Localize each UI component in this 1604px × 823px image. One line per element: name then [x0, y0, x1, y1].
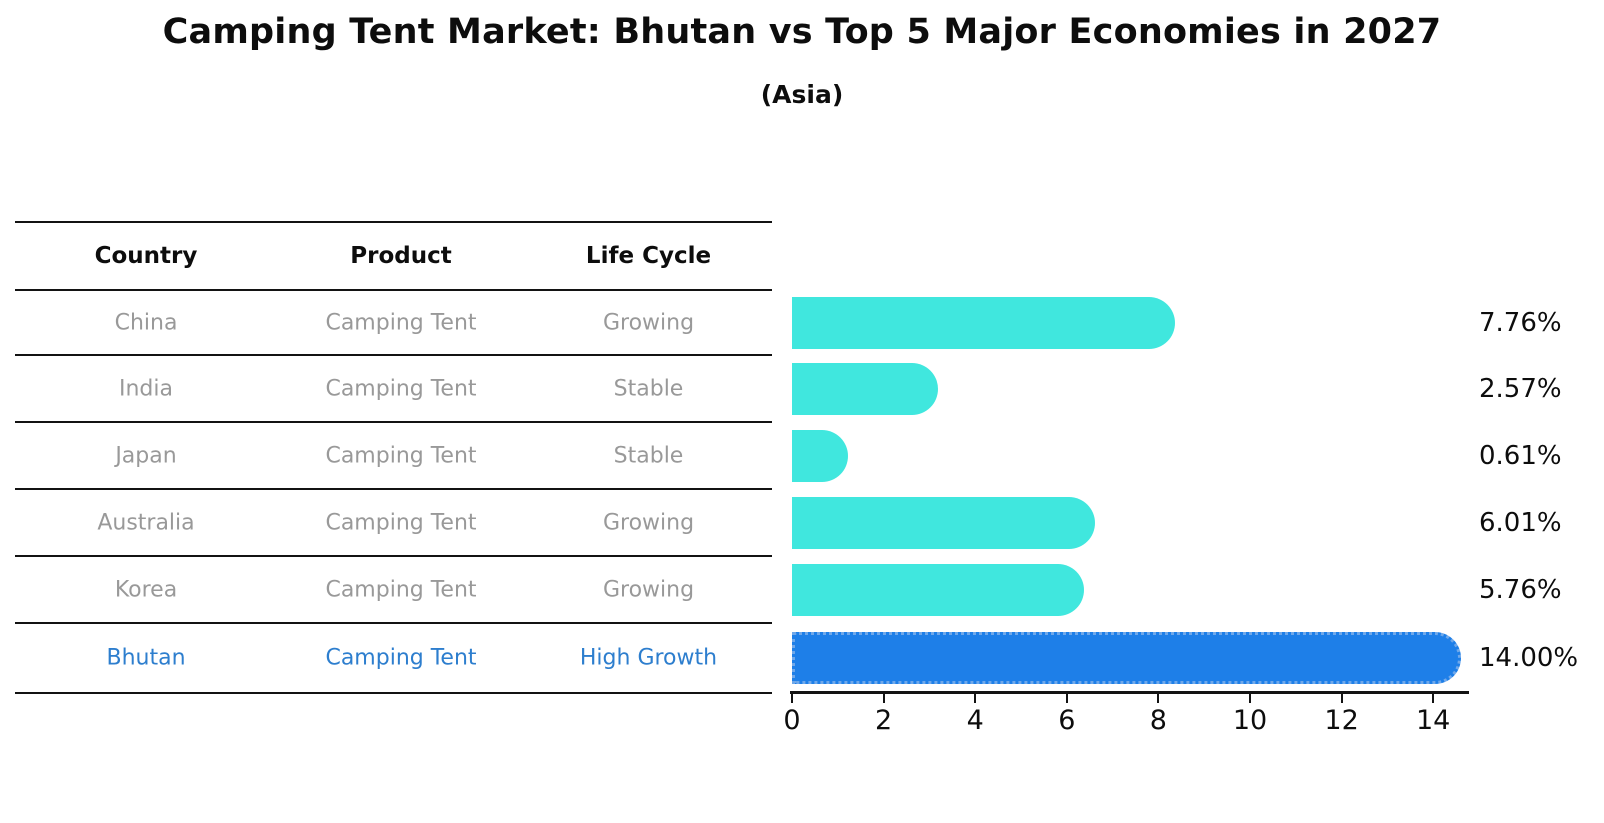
table-cell-country: Australia [97, 510, 195, 535]
table-cell-life-cycle: Growing [602, 577, 695, 602]
bar-value-label: 14.00% [1479, 643, 1579, 673]
table-row-rule [15, 354, 772, 356]
x-axis-tick-label: 10 [1232, 705, 1268, 736]
x-axis-tick-label: 4 [966, 705, 984, 736]
x-axis-tick-label: 12 [1324, 705, 1359, 736]
table-cell-country: China [114, 310, 178, 335]
table-cell-country: India [119, 376, 173, 401]
bar [792, 362, 938, 415]
table-cell-product: Camping Tent [325, 310, 477, 335]
chart-title: Camping Tent Market: Bhutan vs Top 5 Maj… [162, 12, 1442, 52]
table-row-rule [15, 289, 772, 291]
table-cell-product: Camping Tent [325, 376, 477, 401]
x-axis-tick [974, 694, 977, 703]
x-axis-tick-label: 6 [1058, 705, 1076, 736]
table-cell-life-cycle: Growing [602, 310, 695, 335]
table-top-rule [15, 221, 772, 223]
table-cell-life-cycle: Stable [613, 443, 684, 468]
x-axis-tick [791, 694, 793, 703]
bar-value-label: 7.76% [1479, 307, 1562, 338]
table-cell-country: Bhutan [106, 645, 186, 671]
table-cell-product: Camping Tent [325, 577, 477, 602]
table-row-rule [15, 622, 772, 624]
table-cell-country: Japan [115, 443, 177, 468]
x-axis-tick [1065, 694, 1068, 703]
table-cell-product: Camping Tent [325, 443, 477, 468]
table-cell-product: Camping Tent [325, 510, 477, 535]
bar [792, 296, 1176, 349]
table-bottom-rule [15, 692, 772, 694]
table-cell-product: Camping Tent [325, 645, 477, 671]
x-axis-tick-label: 8 [1149, 705, 1167, 736]
x-axis-tick [1157, 694, 1160, 703]
bar-highlight [792, 632, 1462, 684]
table-cell-life-cycle: Stable [613, 376, 684, 401]
x-axis-tick [1340, 694, 1343, 703]
bar-value-label: 6.01% [1479, 507, 1562, 538]
x-axis-tick-label: 0 [783, 705, 801, 736]
x-axis-tick-label: 2 [875, 705, 893, 736]
x-axis-tick [882, 694, 885, 703]
bar [792, 563, 1084, 616]
table-row-rule [15, 488, 772, 490]
table-row-rule [15, 555, 772, 557]
x-axis-tick [1249, 694, 1251, 703]
x-axis-line [790, 691, 1469, 694]
table-row-rule [15, 421, 772, 423]
table-header-cell: Life Cycle [585, 243, 712, 269]
bar-value-label: 0.61% [1479, 440, 1562, 471]
table-cell-life-cycle: High Growth [579, 645, 718, 671]
bar [792, 496, 1096, 549]
table-cell-country: Korea [114, 577, 178, 602]
x-axis-tick-label: 14 [1416, 705, 1451, 736]
bar-value-label: 2.57% [1479, 373, 1562, 404]
x-axis-tick [1432, 694, 1435, 703]
bar [792, 429, 848, 482]
chart-subtitle: (Asia) [760, 80, 844, 109]
bar-value-label: 5.76% [1479, 574, 1562, 605]
table-cell-life-cycle: Growing [602, 510, 695, 535]
table-header-cell: Product [350, 243, 452, 269]
table-header-cell: Country [94, 243, 198, 269]
